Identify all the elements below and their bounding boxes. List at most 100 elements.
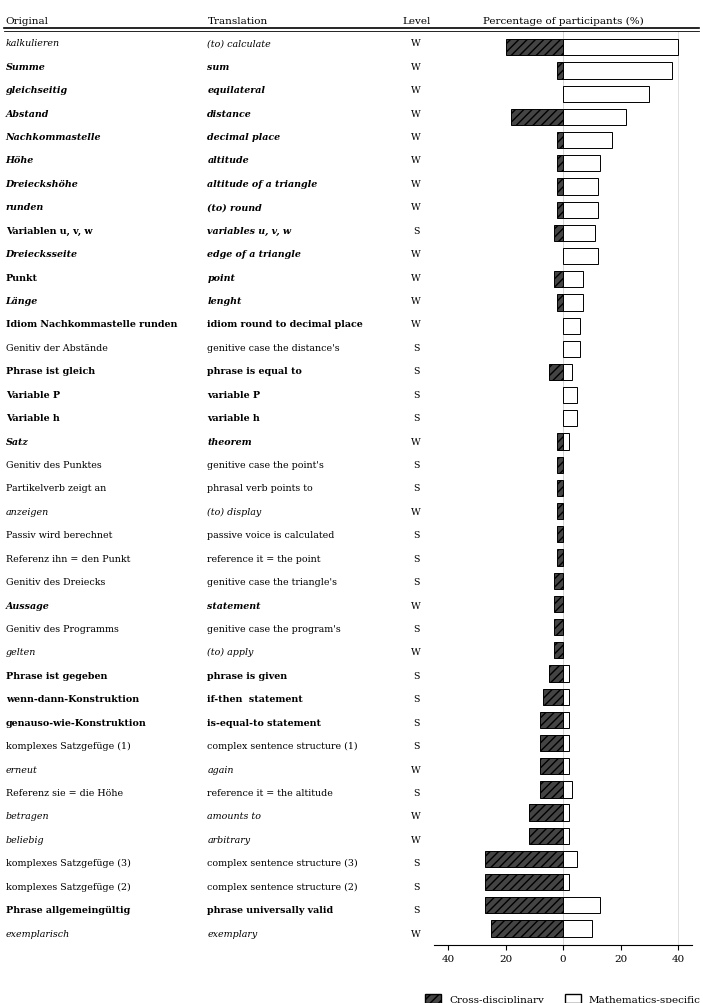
Text: S: S [413, 788, 420, 797]
Text: phrase is equal to: phrase is equal to [207, 367, 302, 376]
Bar [557, 180, 563, 196]
Text: sum: sum [207, 63, 230, 71]
Text: W: W [411, 297, 421, 306]
Bar [555, 596, 563, 613]
Text: wenn-dann-Konstruktion: wenn-dann-Konstruktion [6, 695, 138, 703]
Bar [563, 40, 678, 56]
Text: W: W [411, 86, 421, 95]
Text: distance: distance [207, 109, 252, 118]
Text: Genitiv des Dreiecks: Genitiv des Dreiecks [6, 578, 105, 587]
Text: W: W [411, 601, 421, 610]
Text: Höhe: Höhe [6, 156, 34, 165]
Text: variables u, v, w: variables u, v, w [207, 227, 291, 236]
Text: Nachkommastelle: Nachkommastelle [6, 133, 101, 141]
Bar [563, 364, 572, 381]
Bar [557, 156, 563, 173]
Bar [491, 921, 563, 937]
Bar [563, 318, 581, 334]
Text: kalkulieren: kalkulieren [6, 39, 60, 48]
Bar [563, 712, 569, 728]
Bar [486, 898, 563, 914]
Text: Level: Level [402, 17, 430, 26]
Text: Translation: Translation [207, 17, 268, 26]
Bar [563, 875, 569, 891]
Text: phrasal verb points to: phrasal verb points to [207, 484, 313, 492]
Bar [563, 758, 569, 774]
Bar [557, 295, 563, 311]
Bar [557, 63, 563, 79]
Bar [563, 851, 577, 868]
Text: genitive case the distance's: genitive case the distance's [207, 344, 340, 352]
Bar [505, 40, 563, 56]
Text: genitive case the triangle's: genitive case the triangle's [207, 578, 337, 587]
Text: (to) display: (to) display [207, 508, 262, 517]
Text: passive voice is calculated: passive voice is calculated [207, 531, 335, 540]
Text: Genitiv der Abstände: Genitiv der Abstände [6, 344, 108, 352]
Text: Dreiecksseite: Dreiecksseite [6, 250, 77, 259]
Text: S: S [413, 460, 420, 469]
Bar [563, 295, 583, 311]
Bar [557, 434, 563, 450]
Text: S: S [413, 555, 420, 563]
Text: complex sentence structure (3): complex sentence structure (3) [207, 859, 358, 868]
Bar [540, 712, 563, 728]
Bar [563, 226, 595, 242]
Bar [557, 203, 563, 219]
Text: Länge: Länge [6, 297, 38, 306]
Text: Aussage: Aussage [6, 601, 49, 610]
Text: Genitiv des Punktes: Genitiv des Punktes [6, 460, 101, 469]
Bar [563, 689, 569, 705]
Bar [557, 550, 563, 566]
Text: Phrase ist gegeben: Phrase ist gegeben [6, 671, 107, 680]
Bar [486, 875, 563, 891]
Text: W: W [411, 109, 421, 118]
Text: komplexes Satzgefüge (2): komplexes Satzgefüge (2) [6, 882, 130, 891]
Text: beliebig: beliebig [6, 835, 44, 844]
Text: variable P: variable P [207, 390, 261, 399]
Text: Dreieckshöhe: Dreieckshöhe [6, 180, 78, 189]
Text: decimal place: decimal place [207, 133, 280, 141]
Text: (to) round: (to) round [207, 204, 262, 212]
Bar [557, 457, 563, 473]
Text: genitive case the point's: genitive case the point's [207, 460, 324, 469]
Bar [563, 63, 672, 79]
Bar [557, 527, 563, 543]
Bar [555, 619, 563, 636]
Text: Phrase ist gleich: Phrase ist gleich [6, 367, 95, 376]
Text: reference it = the altitude: reference it = the altitude [207, 788, 333, 797]
Bar [555, 226, 563, 242]
Legend: Cross-disciplinary, Mathematics-specific: Cross-disciplinary, Mathematics-specific [421, 990, 703, 1003]
Text: lenght: lenght [207, 297, 242, 306]
Text: altitude: altitude [207, 156, 249, 165]
Text: complex sentence structure (1): complex sentence structure (1) [207, 741, 358, 750]
Text: arbitrary: arbitrary [207, 835, 250, 844]
Bar [563, 272, 583, 288]
Text: S: S [413, 625, 420, 633]
Text: genitive case the program's: genitive case the program's [207, 625, 341, 633]
Text: W: W [411, 250, 421, 259]
Text: S: S [413, 578, 420, 587]
Text: W: W [411, 765, 421, 773]
Bar [563, 898, 600, 914]
Text: Original: Original [6, 17, 49, 26]
Text: phrase universally valid: phrase universally valid [207, 906, 333, 914]
Text: erneut: erneut [6, 765, 37, 773]
Text: Idiom Nachkommastelle runden: Idiom Nachkommastelle runden [6, 320, 177, 329]
Bar [563, 388, 577, 404]
Text: Punkt: Punkt [6, 274, 38, 282]
Text: exemplary: exemplary [207, 929, 257, 938]
Text: altitude of a triangle: altitude of a triangle [207, 180, 318, 189]
Text: Satz: Satz [6, 437, 28, 446]
Text: S: S [413, 344, 420, 352]
Text: statement: statement [207, 601, 261, 610]
Bar [549, 364, 563, 381]
Text: equilateral: equilateral [207, 86, 266, 95]
Text: W: W [411, 835, 421, 844]
Text: reference it = the point: reference it = the point [207, 555, 321, 563]
Text: W: W [411, 508, 421, 517]
Text: W: W [411, 63, 421, 71]
Text: Variablen u, v, w: Variablen u, v, w [6, 227, 92, 236]
Bar [543, 689, 563, 705]
Bar [529, 804, 563, 820]
Text: W: W [411, 204, 421, 212]
